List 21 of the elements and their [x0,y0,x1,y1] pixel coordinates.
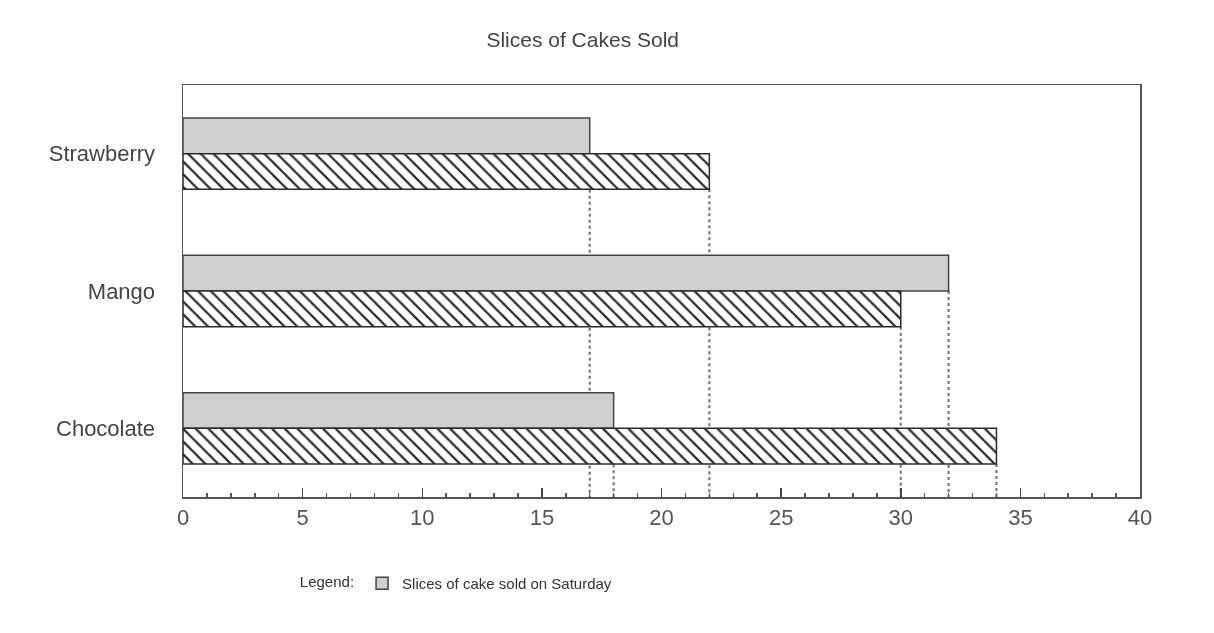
y-tick-label: Chocolate [56,416,156,442]
x-tick-label: 15 [529,504,555,530]
bar [183,290,902,328]
bar [183,427,998,465]
y-tick-label: Mango [87,278,156,304]
x-tick-label: 0 [176,504,190,530]
x-tick-label: 25 [768,504,794,530]
x-tick-label: 30 [888,504,913,530]
legend-title: Legend: [299,572,355,590]
x-tick-label: 35 [1008,504,1033,530]
x-tick-label: 10 [410,504,435,530]
bar [183,391,615,430]
bar [183,117,591,155]
bar [183,254,950,292]
x-tick-label: 20 [649,504,674,530]
x-tick-label: 5 [296,504,309,530]
chart-title: Slices of Cakes Sold [486,28,680,52]
legend-label: Slices of cake sold on Saturday [402,575,612,593]
x-tick-label: 40 [1127,504,1153,530]
bar [183,152,711,191]
y-tick-label: Strawberry [48,141,156,167]
